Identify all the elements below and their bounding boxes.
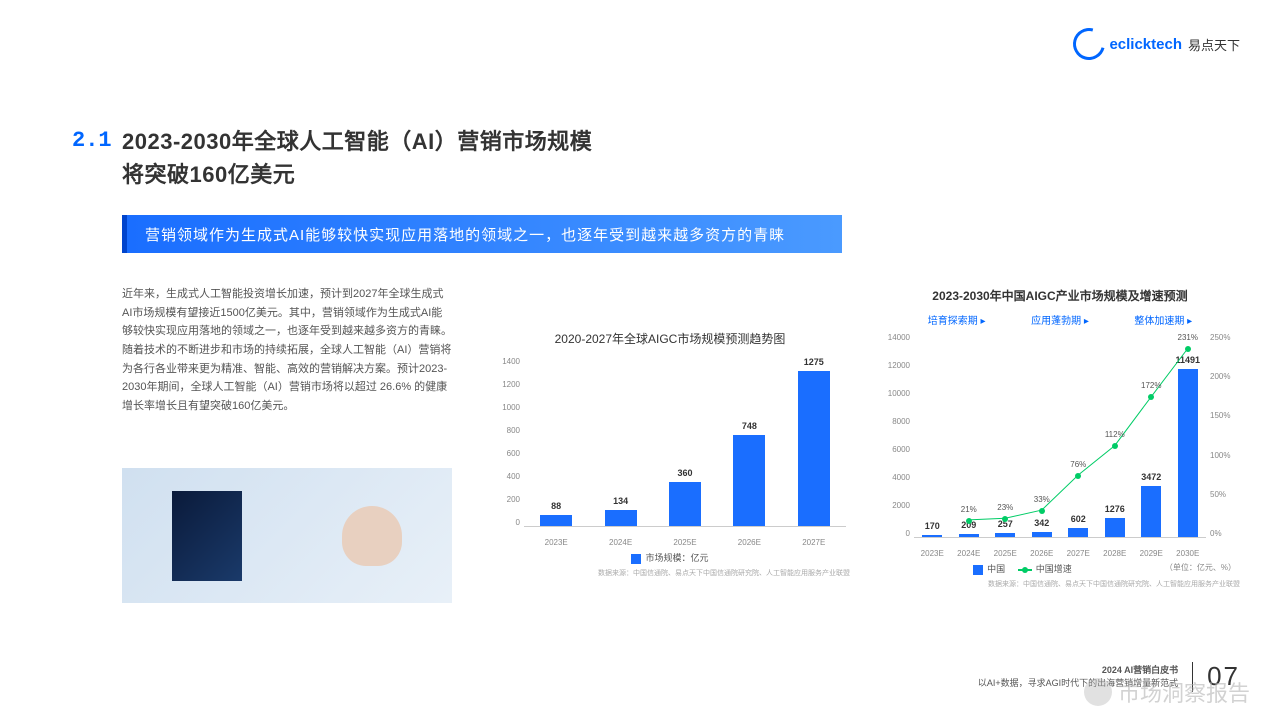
chart1-legend-label: 市场规模：亿元 [645,553,708,563]
highlight-banner: 营销领域作为生成式AI能够较快实现应用落地的领域之一，也逐年受到越来越多资方的青… [122,215,842,253]
chart1-plot-area: 0200400600800100012001400881343607481275… [490,357,850,547]
watermark-text: 市场洞察报告 [1118,676,1250,708]
chart1-legend: 市场规模：亿元 [490,551,850,564]
screen-illustration [172,491,242,581]
logo-brand: eclicktech [1109,36,1182,53]
chart-china-aigc: 2023-2030年中国AIGC产业市场规模及增速预测 培育探索期应用蓬勃期整体… [880,287,1240,617]
logo-cn: 易点天下 [1188,35,1240,54]
person-illustration [342,506,402,566]
chart2-source: 数据来源：中国信通院、易点天下中国信通院研究院、人工智能应用服务产业联盟 [880,579,1240,589]
watermark: 市场洞察报告 [1084,676,1250,708]
chart2-unit: （单位：亿元、%） [1165,562,1236,573]
body-text: 近年来，生成式人工智能投资增长加速，预计到2027年全球生成式AI市场规模有望接… [122,285,452,416]
page-title: 2023-2030年全球人工智能（AI）营销市场规模将突破160亿美元 [122,125,602,191]
watermark-icon [1084,678,1112,706]
chart2-legend-line: 中国增速 [1036,564,1072,574]
section-number: 2.1 [72,128,112,153]
logo-icon [1068,22,1112,66]
footer-line1: 2024 AI营销白皮书 [978,664,1178,677]
chart1-title: 2020-2027年全球AIGC市场规模预测趋势图 [490,330,850,347]
legend-color-box [631,554,641,564]
chart2-legend-bar: 中国 [987,564,1005,574]
chart-global-aigc: 2020-2027年全球AIGC市场规模预测趋势图 02004006008001… [490,330,850,600]
chart2-title: 2023-2030年中国AIGC产业市场规模及增速预测 [880,287,1240,304]
logo: eclicktech 易点天下 [1073,28,1240,60]
chart2-legend: 中国 中国增速 （单位：亿元、%） [880,562,1240,575]
chart1-source: 数据来源：中国信通院、易点天下中国信通院研究院、人工智能应用服务产业联盟 [490,568,850,578]
chart2-plot-area: 020004000600080001000012000140000%50%100… [880,333,1240,558]
decorative-image [122,468,452,603]
legend-bar-box [973,565,983,575]
chart2-phases: 培育探索期应用蓬勃期整体加速期 [880,312,1240,327]
legend-line-marker [1018,569,1032,571]
